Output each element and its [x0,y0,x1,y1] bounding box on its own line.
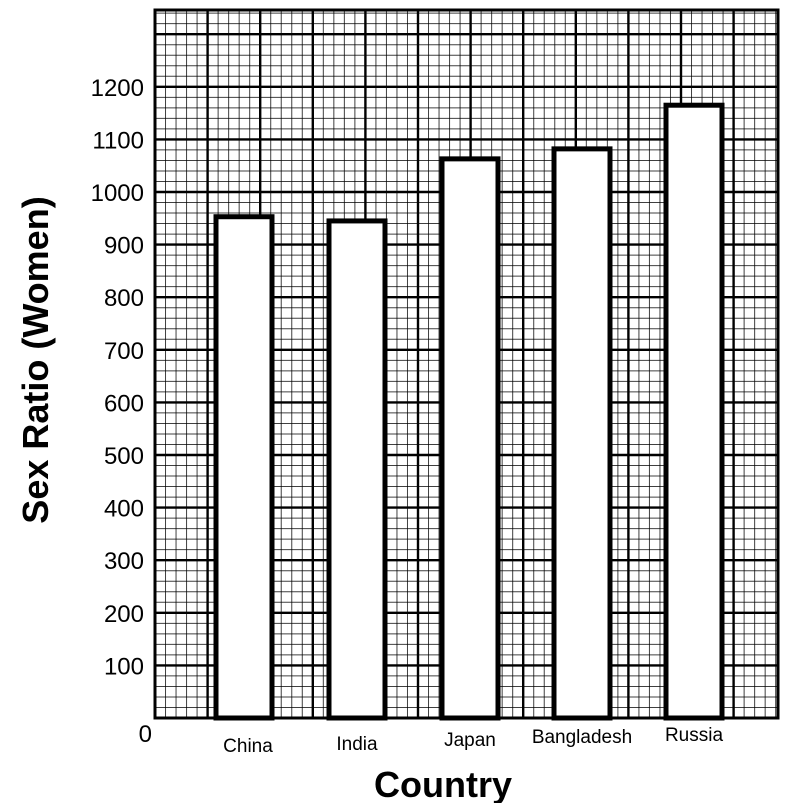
x-tick-label-russia: Russia [665,725,724,746]
bar-russia [663,102,725,721]
x-tick-labels: China India Japan Bangladesh Russia [223,725,723,757]
x-tick-label-bangladesh: Bangladesh [532,727,632,748]
y-tick-label: 0 [139,721,152,748]
y-tick-label: 300 [104,548,144,575]
y-tick-labels: 0 100 200 300 400 500 600 700 800 900 1000 1100 1200 [91,75,152,748]
y-tick-label: 600 [104,390,144,417]
y-tick-label: 700 [104,338,144,365]
x-tick-label-china: China [223,736,273,757]
y-tick-label: 1000 [91,180,144,207]
y-tick-label: 1200 [91,75,144,102]
y-axis-title: Sex Ratio (Women) [15,196,56,523]
y-tick-label: 200 [104,601,144,628]
y-tick-label: 1100 [92,127,144,154]
y-tick-label: 800 [104,285,144,312]
x-tick-label-india: India [336,734,378,755]
bar-india [326,218,388,721]
y-tick-label: 900 [104,233,144,260]
y-tick-label: 500 [104,443,144,470]
x-axis-title: Country [374,764,512,803]
bar-china [213,214,275,721]
x-tick-label-japan: Japan [444,730,496,751]
y-tick-label: 400 [104,496,144,523]
bar-bangladesh [551,146,613,721]
bar-japan [439,156,501,721]
bars [213,102,725,721]
y-tick-label: 100 [104,653,144,680]
